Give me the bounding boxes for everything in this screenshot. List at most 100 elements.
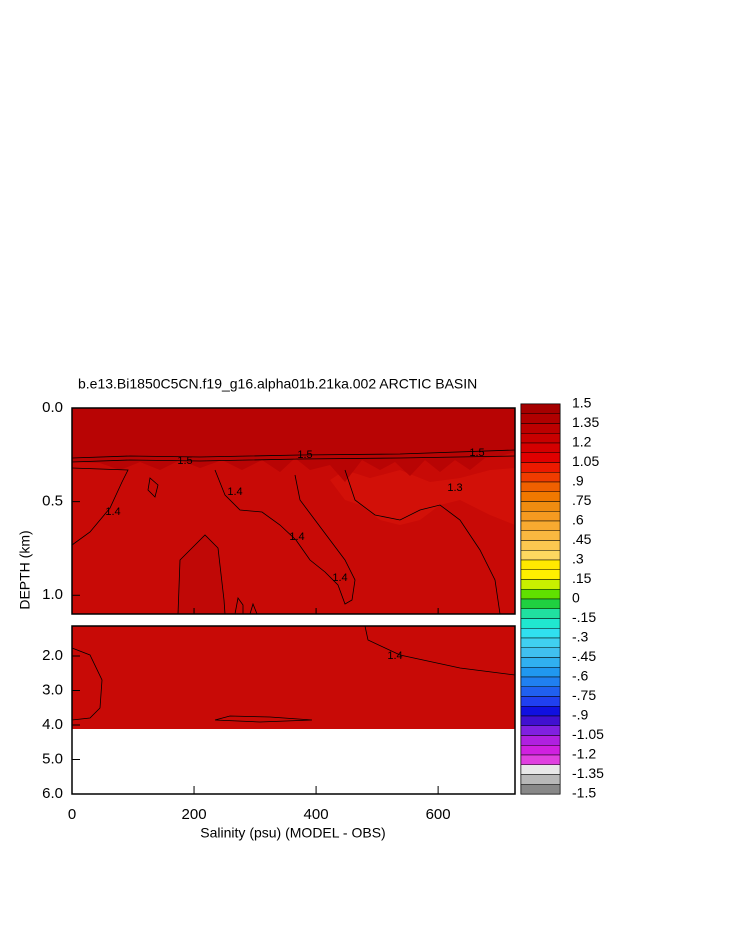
x-tick-label: 200 [182,806,207,823]
field-fill [72,626,515,729]
colorbar-label: -.45 [572,648,596,664]
y-tick-label: 0.5 [42,493,63,510]
colorbar-bin [520,442,561,453]
colorbar-label: .9 [572,473,584,489]
contour-line [71,449,516,459]
y-tick-label: 2.0 [42,647,63,664]
colorbar-bin [520,784,561,795]
contour-label: 1.4 [227,486,242,498]
colorbar-label: .3 [572,551,584,567]
colorbar-bin [520,667,561,678]
field-fill [72,408,515,482]
colorbar-bin [520,637,561,648]
colorbar-bin [520,569,561,580]
colorbar-label: .6 [572,512,584,528]
y-axis-label: DEPTH (km) [17,530,33,609]
y-tick-label: 4.0 [42,716,63,733]
x-tick-label: 600 [426,806,451,823]
contour-line [71,647,103,721]
colorbar-bin [520,423,561,434]
colorbar-label: 0 [572,590,580,606]
contour-line [147,477,159,498]
colorbar-bin [520,433,561,444]
colorbar-bin [520,413,561,424]
y-tick-label: 6.0 [42,785,63,802]
colorbar-label: -.3 [572,629,589,645]
colorbar-label: -.75 [572,687,596,703]
contour-label: 1.4 [289,531,304,543]
contour-line [364,625,516,676]
x-tick-label: 0 [68,806,76,823]
colorbar-label: .45 [572,531,592,547]
colorbar-bin [520,559,561,570]
colorbar-bin [520,598,561,609]
contour-line [214,469,356,605]
colorbar-bin [520,676,561,687]
colorbar-bin [520,472,561,483]
contour-label: 1.4 [387,650,402,662]
colorbar-bin [520,403,561,414]
colorbar-label: -.15 [572,609,596,625]
panel-frame [71,625,516,795]
x-axis-label: Salinity (psu) (MODEL - OBS) [200,825,385,841]
colorbar-label: -1.35 [572,765,604,781]
colorbar-label: -.9 [572,707,589,723]
colorbar-label: 1.5 [572,395,592,411]
colorbar-bin [520,491,561,502]
colorbar-label: 1.05 [572,453,599,469]
colorbar-label: -.6 [572,668,589,684]
colorbar-bin [520,452,561,463]
contour-label: 1.4 [332,572,347,584]
colorbar-bin [520,725,561,736]
field-fill [330,468,515,525]
colorbar-bin [520,745,561,756]
colorbar-label: .75 [572,492,592,508]
contour-label: 1.3 [447,482,462,494]
colorbar-bin [520,715,561,726]
y-tick-label: 0.0 [42,399,63,416]
colorbar-label: -1.05 [572,726,604,742]
colorbar-label: 1.2 [572,434,592,450]
y-tick-label: 1.0 [42,586,63,603]
y-tick-label: 3.0 [42,681,63,698]
contour-region [177,534,226,615]
colorbar-bin [520,628,561,639]
colorbar-bin [520,511,561,522]
colorbar-bin [520,530,561,541]
colorbar-bin [520,657,561,668]
contour-label: 1.5 [297,449,312,461]
contour-fills [72,408,515,729]
colorbar-bin [520,481,561,492]
colorbar-bin [520,696,561,707]
colorbar-label: .15 [572,570,592,586]
colorbar-bin [520,754,561,765]
colorbar-bin [520,550,561,561]
colorbar-bin [520,764,561,775]
colorbar-bin [520,501,561,512]
colorbar-bin [520,647,561,658]
contour-line [71,467,129,546]
colorbar-bin [520,686,561,697]
contour-line [214,715,313,723]
colorbar-bin [520,540,561,551]
colorbar-label: 1.35 [572,414,599,430]
y-tick-label: 5.0 [42,750,63,767]
colorbar-bin [520,774,561,785]
contour-line [71,455,516,463]
colorbar-label: -1.2 [572,746,596,762]
colorbar-bin [520,618,561,629]
x-tick-label: 400 [304,806,329,823]
colorbar-bin [520,579,561,590]
chart-title: b.e13.Bi1850C5CN.f19_g16.alpha01b.21ka.0… [78,376,477,392]
colorbar-bin [520,706,561,717]
contour-line [234,597,258,615]
contour-lines [71,449,516,723]
colorbar-label: -1.5 [572,785,596,801]
colorbar-bin [520,520,561,531]
contour-line [344,469,501,615]
contour-label: 1.5 [177,455,192,467]
colorbar-bin [520,735,561,746]
colorbar-bin [520,608,561,619]
